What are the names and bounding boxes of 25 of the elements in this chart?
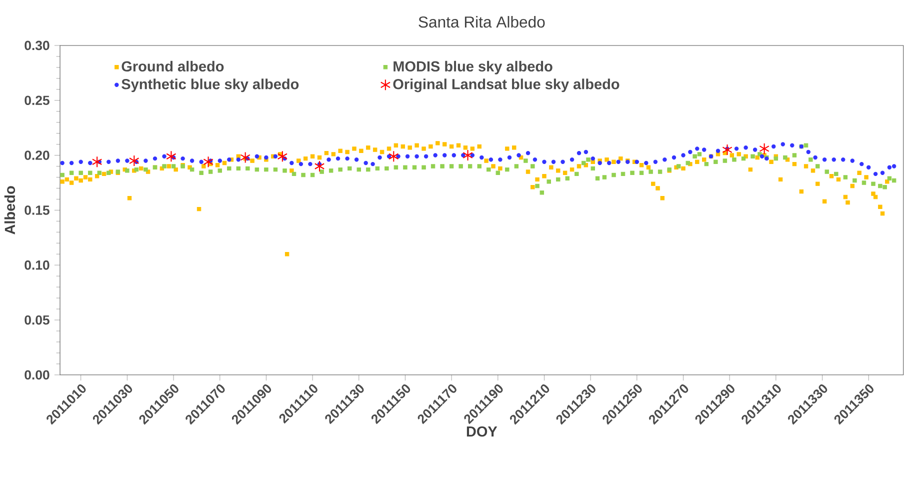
y-tick-label: 0.10 — [24, 260, 50, 270]
y-tick-label: 0.15 — [24, 205, 50, 215]
point — [462, 149, 473, 161]
chart-title: Santa Rita Albedo — [418, 16, 545, 28]
point — [240, 152, 250, 164]
x-axis-title: DOY — [466, 426, 498, 436]
point — [759, 142, 770, 154]
legend-label: Ground albedo — [122, 60, 224, 72]
point — [203, 156, 214, 168]
y-tick-label: 0.20 — [24, 150, 50, 160]
point — [166, 150, 176, 162]
legend-label: MODIS blue sky albedo — [394, 60, 552, 74]
point — [277, 150, 288, 162]
point — [129, 154, 140, 166]
legend-label: Original Landsat blue sky albedo — [393, 78, 620, 92]
point — [388, 150, 399, 162]
point — [722, 144, 732, 156]
y-axis-title: Albedo — [4, 186, 16, 234]
legend-label: Synthetic blue sky albedo — [122, 78, 299, 92]
point — [92, 156, 102, 168]
y-tick-label: 0.05 — [24, 315, 50, 324]
y-tick-label: 0.30 — [24, 40, 50, 50]
y-tick-label: 0.00 — [24, 370, 50, 380]
point — [314, 160, 325, 172]
y-tick-label: 0.25 — [24, 96, 50, 105]
